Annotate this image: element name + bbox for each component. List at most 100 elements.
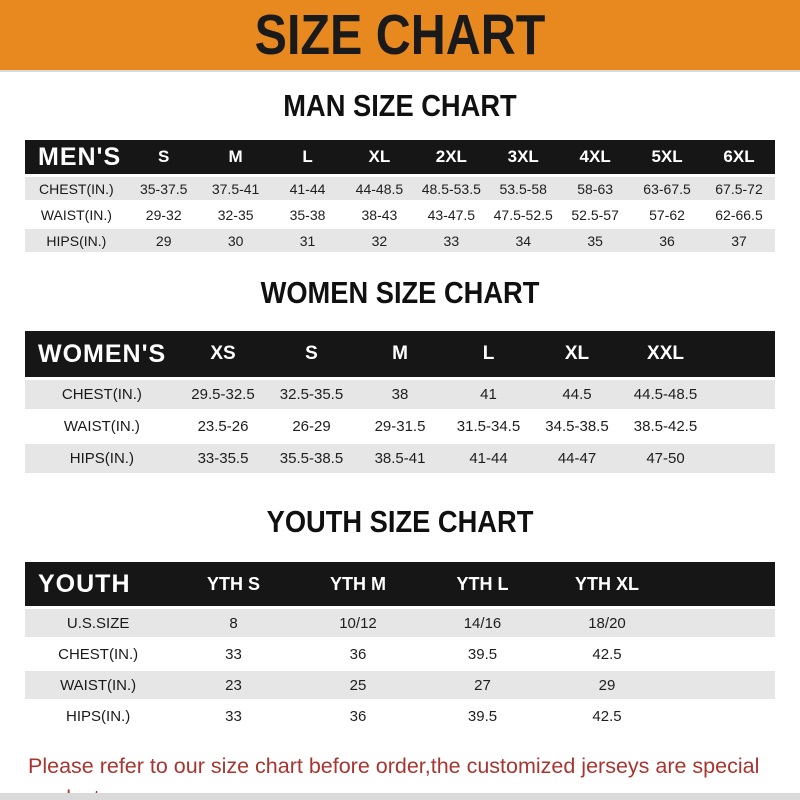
- cell: 26-29: [292, 418, 331, 435]
- cell: 52.5-57: [571, 206, 619, 223]
- cell: 10/12: [339, 614, 377, 632]
- cell: 31.5-34.5: [456, 418, 521, 435]
- men-hips-row: HIPS(IN.) 29 30 31 32 33 34 35 36 37: [25, 229, 775, 252]
- men-col-header: XL: [368, 147, 391, 166]
- cell: 36: [349, 707, 367, 725]
- cell: 57-62: [649, 206, 685, 223]
- youth-waist-row: WAIST(IN.) 23 25 27 29: [25, 671, 775, 699]
- men-table-header-row: MEN'S S M L XL 2XL 3XL 4XL 5XL 6XL: [25, 140, 775, 174]
- cell: 44.5: [562, 386, 592, 403]
- women-col-header: L: [482, 343, 495, 364]
- cell: 36: [349, 645, 367, 663]
- cell: 47.5-52.5: [493, 206, 553, 223]
- cell: 43-47.5: [427, 206, 476, 223]
- youth-col-header: YTH L: [456, 573, 509, 594]
- cell: 8: [229, 614, 238, 632]
- women-chest-row: CHEST(IN.) 29.5-32.5 32.5-35.5 38 41 44.…: [25, 380, 775, 409]
- cell: 35-37.5: [139, 180, 188, 197]
- cell: 53.5-58: [499, 180, 547, 197]
- men-col-header: 6XL: [723, 147, 755, 166]
- youth-col-header: YTH S: [206, 573, 260, 594]
- women-col-header: XL: [564, 343, 590, 364]
- cell: 38.5-42.5: [633, 418, 698, 435]
- cell: 44-48.5: [355, 180, 404, 197]
- cell: 48.5-53.5: [421, 180, 481, 197]
- women-col-header: XXL: [647, 343, 684, 364]
- cell: 31: [299, 232, 316, 249]
- cell: 38-43: [361, 206, 398, 223]
- cell: 29-32: [145, 206, 182, 223]
- youth-col-header: YTH XL: [574, 573, 639, 594]
- cell: 30: [227, 232, 244, 249]
- cell: 67.5-72: [715, 180, 763, 197]
- cell-spacer: [710, 444, 775, 473]
- cell: 39.5: [467, 645, 498, 663]
- women-size-table: WOMEN'S XS S M L XL XXL CHEST(IN.) 29.5-…: [25, 328, 775, 476]
- size-chart-banner: SIZE CHART: [0, 0, 800, 72]
- cell: 41-44: [289, 180, 326, 197]
- men-waist-row: WAIST(IN.) 29-32 32-35 35-38 38-43 43-47…: [25, 203, 775, 226]
- cell: 34: [515, 232, 532, 249]
- cell: 33: [225, 707, 242, 725]
- cell: 32-35: [217, 206, 254, 223]
- cell-spacer: [669, 702, 775, 730]
- women-table-label: WOMEN'S: [38, 339, 167, 368]
- youth-section-heading: YOUTH SIZE CHART: [266, 504, 534, 539]
- cell: 33: [225, 645, 242, 663]
- row-label: WAIST(IN.): [60, 676, 137, 694]
- row-label: WAIST(IN.): [63, 418, 140, 435]
- cell: 25: [349, 676, 367, 694]
- cell: 34.5-38.5: [545, 418, 609, 435]
- cell: 37: [731, 232, 747, 249]
- banner-title: SIZE CHART: [254, 2, 546, 67]
- header-spacer: [669, 562, 775, 606]
- men-col-header: 2XL: [435, 147, 467, 166]
- bottom-edge-strip: [0, 793, 800, 800]
- women-hips-row: HIPS(IN.) 33-35.5 35.5-38.5 38.5-41 41-4…: [25, 444, 775, 473]
- cell-spacer: [710, 380, 775, 409]
- youth-ussize-row: U.S.SIZE 8 10/12 14/16 18/20: [25, 609, 775, 637]
- cell-spacer: [669, 640, 775, 668]
- row-label: HIPS(IN.): [46, 232, 107, 249]
- youth-size-chart-section: YOUTH SIZE CHART YOUTH YTH S YTH M YTH L…: [0, 504, 800, 733]
- cell: 63-67.5: [643, 180, 691, 197]
- cell: 29: [598, 676, 616, 694]
- cell: 35.5-38.5: [279, 450, 344, 467]
- men-col-header: M: [228, 147, 243, 166]
- cell-spacer: [710, 412, 775, 441]
- cell: 29-31.5: [374, 418, 426, 435]
- youth-chest-row: CHEST(IN.) 33 36 39.5 42.5: [25, 640, 775, 668]
- youth-hips-row: HIPS(IN.) 33 36 39.5 42.5: [25, 702, 775, 730]
- cell: 23.5-26: [197, 418, 249, 435]
- youth-table-header-row: YOUTH YTH S YTH M YTH L YTH XL: [25, 562, 775, 606]
- man-size-chart-section: MAN SIZE CHART MEN'S S M L XL 2XL 3XL 4X…: [0, 88, 800, 255]
- cell: 42.5: [592, 707, 622, 725]
- cell: 35-38: [289, 206, 326, 223]
- men-col-header: L: [302, 147, 313, 166]
- women-waist-row: WAIST(IN.) 23.5-26 26-29 29-31.5 31.5-34…: [25, 412, 775, 441]
- youth-size-table: YOUTH YTH S YTH M YTH L YTH XL U.S.SIZE …: [25, 559, 775, 733]
- cell: 23: [225, 676, 242, 694]
- cell: 32: [371, 232, 388, 249]
- youth-table-label: YOUTH: [38, 569, 131, 598]
- men-size-table: MEN'S S M L XL 2XL 3XL 4XL 5XL 6XL CHEST…: [25, 137, 775, 255]
- row-label: HIPS(IN.): [66, 707, 131, 725]
- cell: 33-35.5: [197, 450, 249, 467]
- cell: 62-66.5: [715, 206, 763, 223]
- cell: 44.5-48.5: [633, 386, 698, 403]
- cell: 35: [587, 232, 603, 249]
- row-label: U.S.SIZE: [66, 614, 130, 632]
- header-spacer: [710, 331, 775, 377]
- row-label: WAIST(IN.): [40, 206, 112, 223]
- cell: 37.5-41: [211, 180, 260, 197]
- cell: 39.5: [467, 707, 498, 725]
- women-col-header: XS: [210, 343, 236, 364]
- women-col-header: S: [305, 343, 318, 364]
- men-col-header: 3XL: [507, 147, 539, 166]
- cell: 29: [155, 232, 172, 249]
- man-section-heading: MAN SIZE CHART: [283, 88, 517, 123]
- men-chest-row: CHEST(IN.) 35-37.5 37.5-41 41-44 44-48.5…: [25, 177, 775, 200]
- women-col-header: M: [392, 343, 408, 364]
- cell: 18/20: [588, 614, 626, 632]
- women-size-chart-section: WOMEN SIZE CHART WOMEN'S XS S M L XL XXL…: [0, 275, 800, 476]
